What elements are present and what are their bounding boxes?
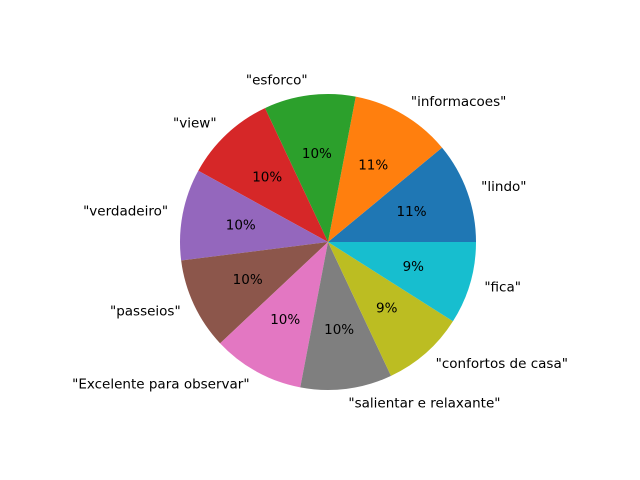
slice-percentage-label: 9% — [403, 259, 425, 275]
slice-percentage-label: 10% — [270, 312, 300, 328]
pie-slice — [180, 170, 328, 261]
slice-percentage-label: 11% — [358, 158, 388, 174]
slice-percentage-label: 10% — [252, 169, 282, 185]
slice-percentage-label: 10% — [233, 272, 263, 288]
slice-category-label: "passeios" — [110, 303, 181, 319]
slice-category-label: "lindo" — [481, 179, 526, 195]
slice-category-label: "view" — [173, 115, 217, 131]
pie-slice — [198, 108, 328, 242]
slice-category-label: "confortos de casa" — [436, 356, 568, 372]
slice-category-label: "fica" — [484, 279, 521, 295]
pie-slice — [328, 147, 476, 242]
category-labels: "lindo" "informacoes" "esforco" "view" "verd… — [72, 72, 568, 411]
pie-slice — [328, 96, 443, 242]
slice-percentage-label: 10% — [226, 217, 256, 233]
slice-category-label: "salientar e relaxante" — [348, 396, 500, 412]
slice-percentage-label: 10% — [324, 322, 354, 338]
pie-slice — [181, 242, 328, 344]
pie-slice — [300, 242, 392, 390]
slice-percentage-label: 9% — [376, 301, 398, 317]
pie-slice — [328, 242, 476, 322]
pie-slice — [264, 94, 356, 243]
slice-category-label: "verdadeiro" — [83, 203, 168, 219]
percentage-labels: 11% 11% 10% 10% 10% 10% 10% 10% 9% 9% — [226, 146, 427, 338]
slice-category-label: "esforco" — [246, 72, 308, 88]
slice-percentage-label: 11% — [397, 204, 427, 220]
slice-percentage-label: 10% — [302, 146, 332, 162]
pie-slices — [180, 94, 476, 390]
slice-category-label: "informacoes" — [411, 94, 507, 110]
pie-slice — [328, 242, 453, 376]
pie-slice — [220, 242, 328, 388]
slice-category-label: "Excelente para observar" — [72, 377, 249, 393]
